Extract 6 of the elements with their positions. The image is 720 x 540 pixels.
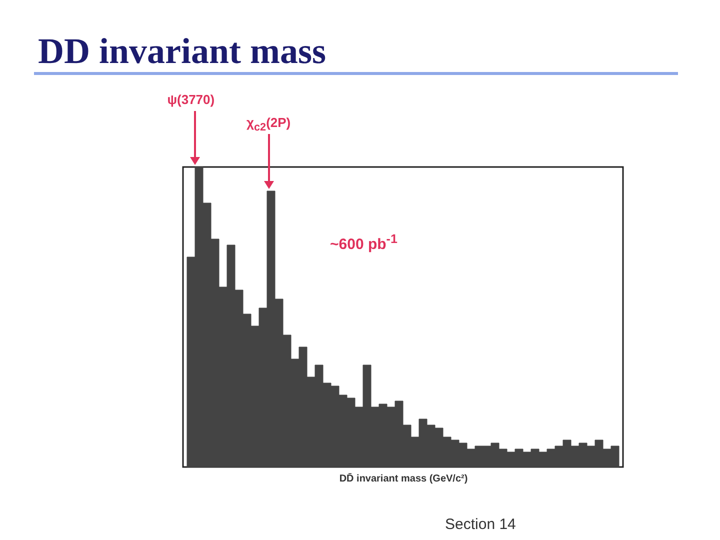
text: χ$_{c2}$(2P): [246, 115, 291, 134]
text: Section 14: [445, 516, 516, 533]
chart-title: DD invariant mass: [34, 30, 678, 75]
annotation: ~600 pb$^{-1}$: [330, 232, 398, 253]
x-axis-title: DD̄ invariant mass (GeV/c²): [339, 472, 468, 484]
text: ψ(3770): [167, 92, 215, 107]
